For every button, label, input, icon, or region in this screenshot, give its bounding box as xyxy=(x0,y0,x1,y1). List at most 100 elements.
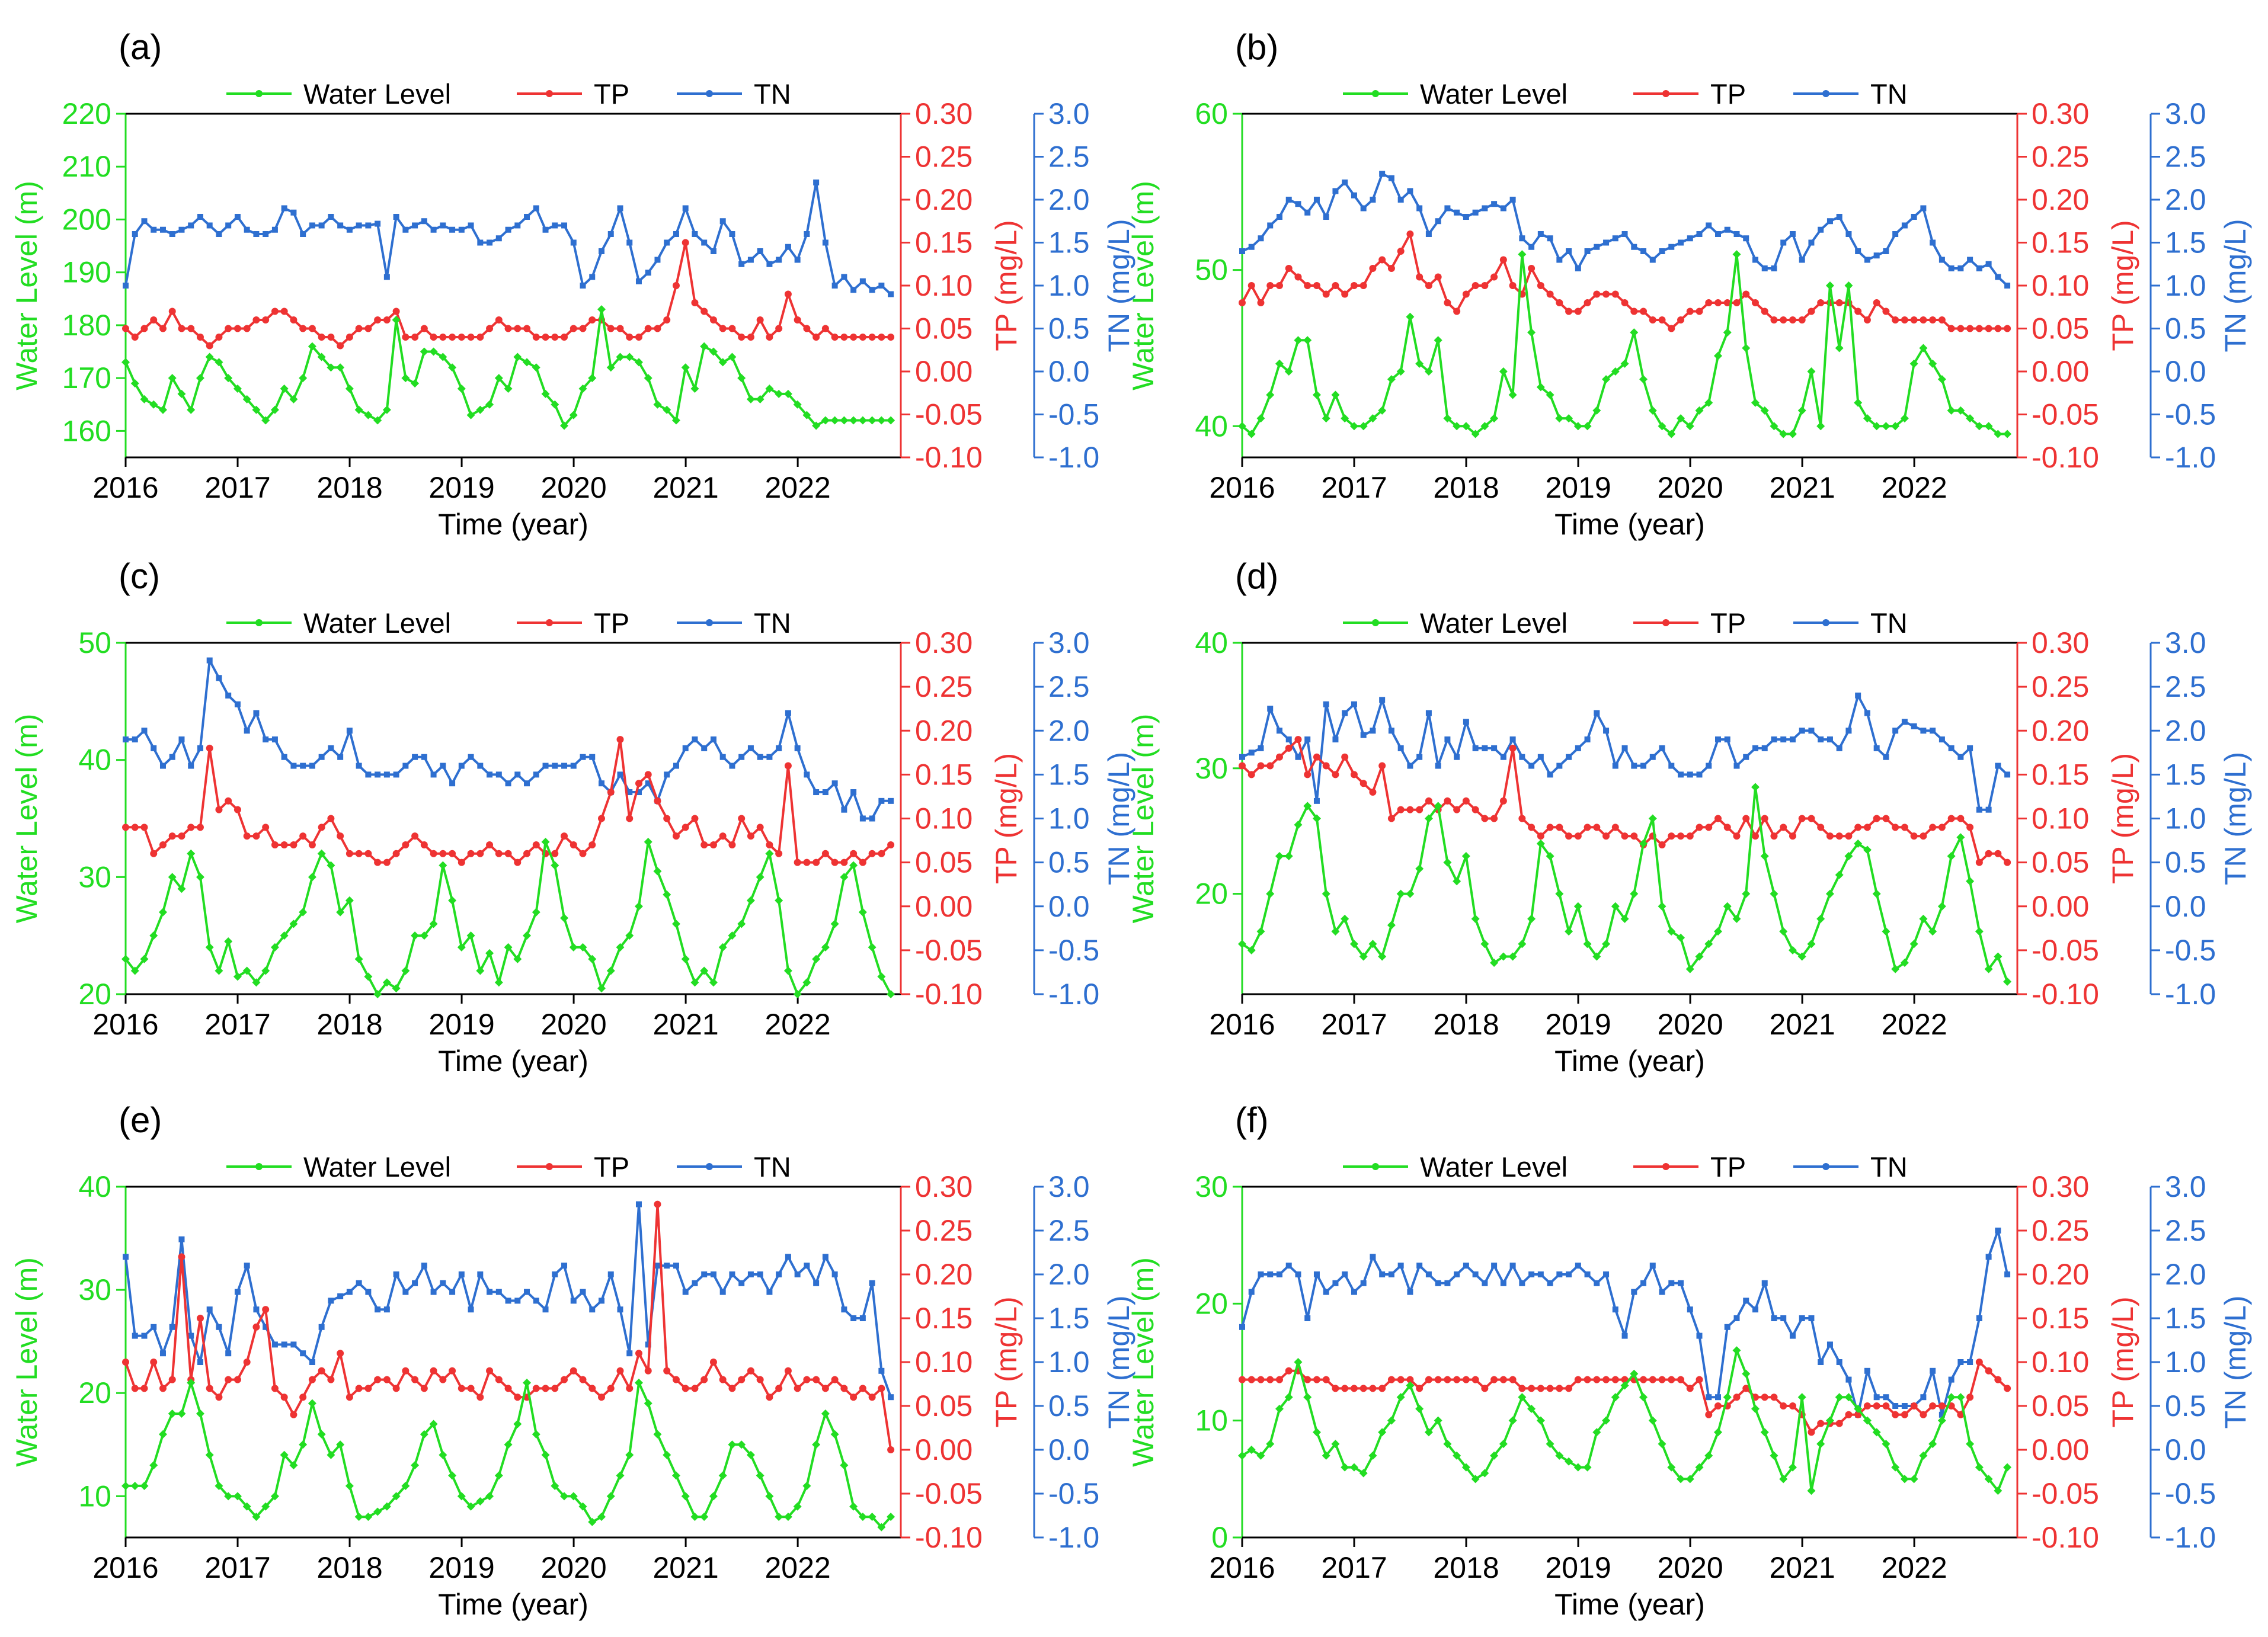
data-point xyxy=(1500,205,1506,212)
data-point xyxy=(505,1298,511,1304)
water-tick-label: 10 xyxy=(78,1479,111,1513)
data-point xyxy=(551,334,559,341)
data-point xyxy=(1490,273,1498,281)
legend-marker xyxy=(546,1163,553,1170)
data-point xyxy=(159,226,166,233)
data-point xyxy=(578,385,587,393)
data-point xyxy=(1556,1271,1563,1277)
tp-tick-label: 0.00 xyxy=(915,355,973,388)
tn-tick-label: -1.0 xyxy=(1048,1521,1099,1554)
data-point xyxy=(1648,406,1657,415)
data-point xyxy=(746,1450,755,1459)
data-point xyxy=(701,239,708,246)
data-point xyxy=(1668,1376,1675,1383)
data-point xyxy=(812,1440,821,1449)
data-point xyxy=(690,1513,699,1521)
water-tick-label: 20 xyxy=(1195,877,1228,911)
data-point xyxy=(300,1350,306,1357)
data-point xyxy=(1518,1385,1526,1392)
data-point xyxy=(869,815,875,822)
data-point xyxy=(1546,824,1554,831)
data-point xyxy=(476,1497,485,1506)
data-point xyxy=(1995,763,2001,769)
legend-marker xyxy=(255,90,263,97)
data-point xyxy=(215,806,223,813)
data-point xyxy=(1678,239,1684,246)
data-point xyxy=(1509,744,1517,752)
data-point xyxy=(1928,1440,1937,1449)
data-point xyxy=(1920,1394,1927,1401)
tp-tick-label: 0.30 xyxy=(2032,626,2089,659)
data-point xyxy=(1659,248,1665,254)
data-point xyxy=(1453,877,1461,886)
data-point xyxy=(1723,902,1732,911)
data-point xyxy=(1415,864,1424,873)
data-point xyxy=(1873,252,1880,259)
data-point xyxy=(317,353,326,361)
data-point xyxy=(1454,754,1460,760)
data-point xyxy=(1696,824,1703,831)
tn-tick-label: 3.0 xyxy=(2165,626,2206,659)
data-point xyxy=(1798,316,1806,323)
data-point xyxy=(1369,265,1377,272)
data-point xyxy=(1556,763,1563,769)
tp-tick-label: 0.05 xyxy=(915,1389,973,1423)
data-point xyxy=(1705,1411,1713,1418)
data-point xyxy=(1779,430,1788,438)
data-point xyxy=(1342,180,1348,185)
data-point xyxy=(718,943,727,952)
data-point xyxy=(1826,832,1834,840)
data-point xyxy=(635,334,642,341)
data-point xyxy=(1519,1280,1525,1286)
data-point xyxy=(1957,325,1965,332)
legend-label: TN xyxy=(754,607,791,639)
x-tick-label: 2016 xyxy=(1209,1551,1275,1584)
water-axis-title: Water Level (m) xyxy=(1127,1257,1160,1467)
data-point xyxy=(606,363,615,372)
data-point xyxy=(1994,430,2003,438)
data-point xyxy=(1275,359,1284,368)
water-tick-label: 50 xyxy=(1195,254,1228,287)
data-point xyxy=(868,1393,876,1401)
data-point xyxy=(159,841,167,848)
data-point xyxy=(1892,316,1899,323)
data-point xyxy=(1247,1446,1256,1454)
water-tick-label: 50 xyxy=(78,626,111,659)
data-point xyxy=(1480,1469,1489,1478)
data-point xyxy=(1930,1367,1936,1374)
data-point xyxy=(1527,328,1536,337)
data-point xyxy=(868,334,876,341)
data-point xyxy=(1640,248,1647,254)
data-point xyxy=(1275,1376,1283,1383)
data-point xyxy=(494,374,503,383)
data-point xyxy=(700,841,708,848)
data-point xyxy=(1443,858,1452,867)
data-point xyxy=(1602,1376,1610,1383)
data-point xyxy=(1863,316,1871,323)
data-point xyxy=(215,1481,223,1490)
data-point xyxy=(644,1399,652,1408)
data-point xyxy=(271,1385,279,1392)
x-tick-label: 2019 xyxy=(428,1551,494,1584)
data-point xyxy=(738,1280,745,1286)
data-point xyxy=(140,1385,148,1392)
data-point xyxy=(1892,728,1899,734)
data-point xyxy=(1444,1376,1451,1383)
legend-marker xyxy=(255,619,263,626)
data-point xyxy=(141,728,148,734)
data-point xyxy=(1238,940,1246,949)
data-point xyxy=(392,984,401,993)
data-point xyxy=(1836,745,1842,751)
data-point xyxy=(709,316,717,323)
data-point xyxy=(1592,406,1601,415)
data-point xyxy=(719,1376,727,1383)
data-point xyxy=(1780,239,1787,246)
data-point xyxy=(1723,299,1731,306)
data-point xyxy=(383,1306,390,1313)
data-point xyxy=(541,389,550,398)
data-point xyxy=(1761,307,1768,315)
data-point xyxy=(1929,316,1937,323)
data-point xyxy=(1434,273,1442,281)
tp-tick-label: 0.05 xyxy=(2032,846,2089,879)
data-point xyxy=(485,1492,494,1501)
